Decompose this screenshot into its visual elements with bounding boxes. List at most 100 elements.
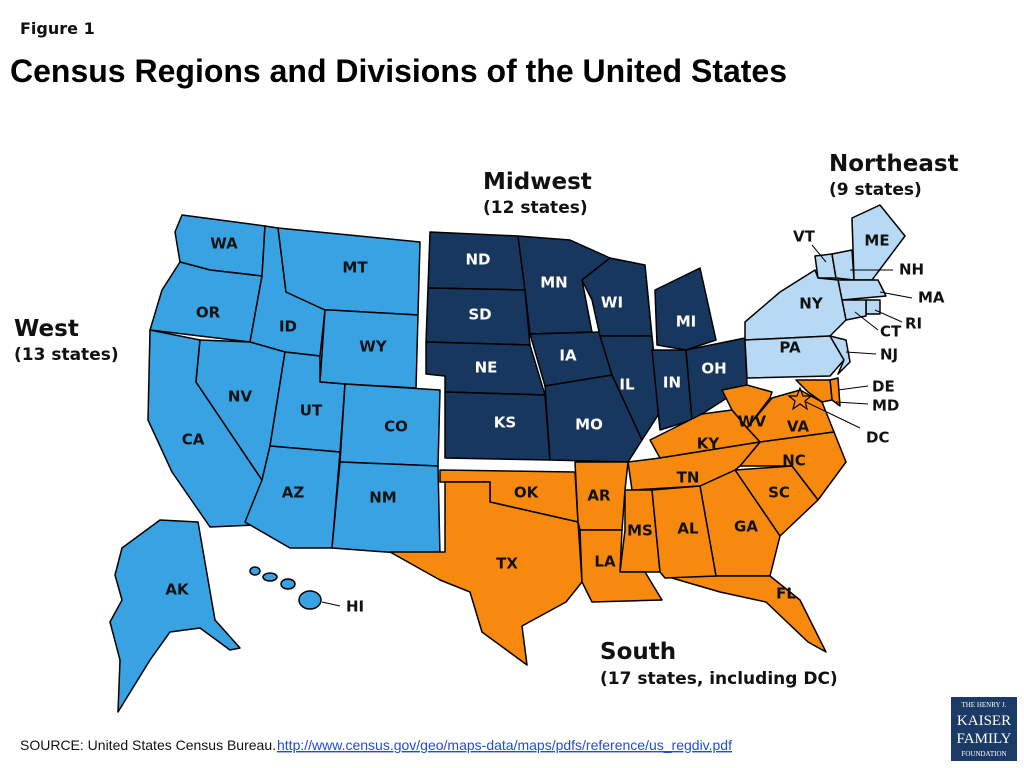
state-label: NH xyxy=(899,261,924,279)
state-shape xyxy=(829,335,851,375)
state-label: AL xyxy=(677,520,699,538)
state-label: KY xyxy=(697,435,721,453)
state-label: SD xyxy=(468,306,491,324)
state-shape xyxy=(331,461,441,557)
state-label: SC xyxy=(768,484,790,502)
logo-text: FAMILY xyxy=(957,731,1012,747)
state-label: NE xyxy=(475,359,498,377)
state-label: ME xyxy=(864,232,889,250)
state-label: NY xyxy=(799,295,824,313)
leader xyxy=(811,244,827,263)
state-shape xyxy=(249,566,261,576)
state-shape xyxy=(651,485,717,579)
state-shape xyxy=(544,374,643,463)
state-shape xyxy=(865,299,881,315)
state-label: RI xyxy=(905,315,922,333)
region-count: (9 states) xyxy=(829,180,922,200)
state-label: ND xyxy=(465,251,490,269)
state-label: OH xyxy=(701,360,726,378)
state-label: OR xyxy=(196,304,221,322)
state-label: WY xyxy=(359,338,388,356)
state-label: TN xyxy=(677,469,700,487)
state-label: AZ xyxy=(282,484,305,502)
source-text: SOURCE: United States Census Bureau. xyxy=(20,737,276,753)
dc-star xyxy=(787,386,813,411)
state-shape xyxy=(109,519,241,713)
region-count: (17 states, including DC) xyxy=(600,669,838,689)
state-shape xyxy=(654,267,717,351)
logo-box xyxy=(951,697,1017,761)
region-name: Northeast xyxy=(829,151,959,177)
state-label: VA xyxy=(787,418,810,436)
state-shape xyxy=(831,249,855,281)
state-label: GA xyxy=(734,518,758,536)
south-region xyxy=(389,377,847,666)
state-label: DC xyxy=(866,429,889,447)
state-label: UT xyxy=(300,402,323,420)
state-label: NJ xyxy=(880,346,898,364)
state-label: PA xyxy=(779,339,801,357)
state-shape xyxy=(579,529,663,603)
state-shape xyxy=(517,235,611,335)
title: Census Regions and Divisions of the Unit… xyxy=(10,53,787,89)
state-shape xyxy=(664,575,827,653)
state-label: HI xyxy=(346,598,364,616)
state-shape xyxy=(280,578,296,590)
source-link[interactable]: http://www.census.gov/geo/maps-data/maps… xyxy=(277,737,732,753)
state-label: CT xyxy=(880,323,902,341)
leader xyxy=(321,601,341,607)
state-label: FL xyxy=(776,585,796,603)
state-label: MT xyxy=(342,259,368,277)
region-name: West xyxy=(14,316,79,342)
state-shape xyxy=(298,590,322,610)
state-shape xyxy=(149,261,263,343)
leader-lines xyxy=(321,244,913,607)
state-label: MS xyxy=(627,522,653,540)
state-label: NM xyxy=(369,489,396,507)
state-label: NC xyxy=(782,452,806,470)
state-label: WI xyxy=(601,294,623,312)
state-label: LA xyxy=(594,553,616,571)
state-label: NV xyxy=(228,388,253,406)
region-name: South xyxy=(600,639,676,665)
leader xyxy=(879,291,913,299)
northeast-region xyxy=(744,204,906,379)
state-shape xyxy=(262,572,278,582)
state-label: AK xyxy=(165,581,190,599)
state-label: WA xyxy=(210,235,238,253)
state-shape xyxy=(744,269,847,341)
leader xyxy=(837,385,869,391)
state-shape xyxy=(599,335,661,441)
state-shape xyxy=(244,445,341,549)
state-shape xyxy=(837,279,887,301)
state-label: MI xyxy=(676,313,697,331)
state-shape xyxy=(685,337,748,421)
state-label: CA xyxy=(182,431,205,449)
state-label: CO xyxy=(384,418,408,436)
state-shape xyxy=(744,335,845,379)
leader xyxy=(854,311,879,331)
leader xyxy=(874,309,903,323)
state-label: DE xyxy=(872,378,895,396)
logo-text: THE HENRY J. xyxy=(961,701,1006,709)
state-label: MO xyxy=(575,416,603,434)
state-label: IA xyxy=(559,347,577,365)
state-label: VT xyxy=(793,228,816,246)
region-count: (13 states) xyxy=(14,345,119,365)
state-label: MD xyxy=(872,397,899,415)
state-label: MN xyxy=(540,274,567,292)
state-label: WV xyxy=(738,413,767,431)
state-label: ID xyxy=(279,318,297,336)
state-label: OK xyxy=(514,484,540,502)
state-label: IL xyxy=(619,376,635,394)
midwest-region xyxy=(425,231,748,463)
state-label: AR xyxy=(587,487,611,505)
state-label: IN xyxy=(663,374,681,392)
state-shape xyxy=(795,379,833,403)
figure-label: Figure 1 xyxy=(20,19,95,38)
west-region xyxy=(109,214,441,713)
logo-text: KAISER xyxy=(957,713,1011,729)
region-count: (12 states) xyxy=(483,198,588,218)
